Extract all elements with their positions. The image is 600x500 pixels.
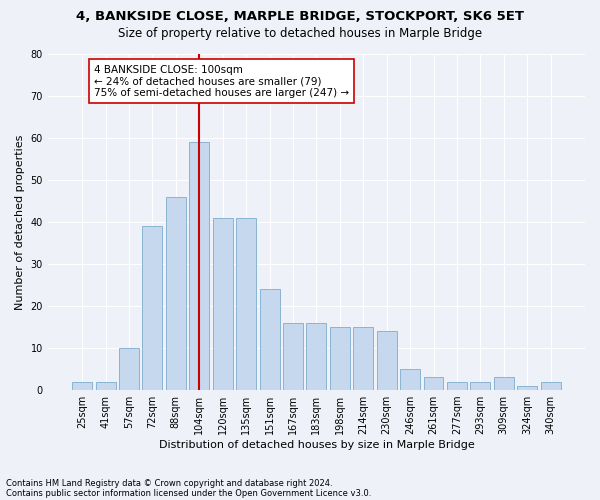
- Bar: [307, 323, 326, 390]
- Text: 4 BANKSIDE CLOSE: 100sqm
← 24% of detached houses are smaller (79)
75% of semi-d: 4 BANKSIDE CLOSE: 100sqm ← 24% of detach…: [94, 64, 349, 98]
- Bar: [494, 378, 514, 390]
- Bar: [447, 382, 467, 390]
- Bar: [260, 290, 280, 390]
- Bar: [517, 386, 537, 390]
- Bar: [470, 382, 490, 390]
- Bar: [353, 327, 373, 390]
- Bar: [95, 382, 116, 390]
- Bar: [541, 382, 560, 390]
- Text: Contains HM Land Registry data © Crown copyright and database right 2024.: Contains HM Land Registry data © Crown c…: [6, 478, 332, 488]
- Bar: [424, 378, 443, 390]
- Bar: [330, 327, 350, 390]
- Bar: [283, 323, 303, 390]
- Text: 4, BANKSIDE CLOSE, MARPLE BRIDGE, STOCKPORT, SK6 5ET: 4, BANKSIDE CLOSE, MARPLE BRIDGE, STOCKP…: [76, 10, 524, 23]
- Bar: [400, 369, 420, 390]
- Bar: [166, 197, 186, 390]
- Bar: [236, 218, 256, 390]
- Bar: [142, 226, 163, 390]
- Bar: [377, 332, 397, 390]
- Text: Contains public sector information licensed under the Open Government Licence v3: Contains public sector information licen…: [6, 488, 371, 498]
- Bar: [213, 218, 233, 390]
- Bar: [190, 142, 209, 390]
- Text: Size of property relative to detached houses in Marple Bridge: Size of property relative to detached ho…: [118, 28, 482, 40]
- Bar: [119, 348, 139, 390]
- Bar: [72, 382, 92, 390]
- X-axis label: Distribution of detached houses by size in Marple Bridge: Distribution of detached houses by size …: [158, 440, 474, 450]
- Y-axis label: Number of detached properties: Number of detached properties: [15, 134, 25, 310]
